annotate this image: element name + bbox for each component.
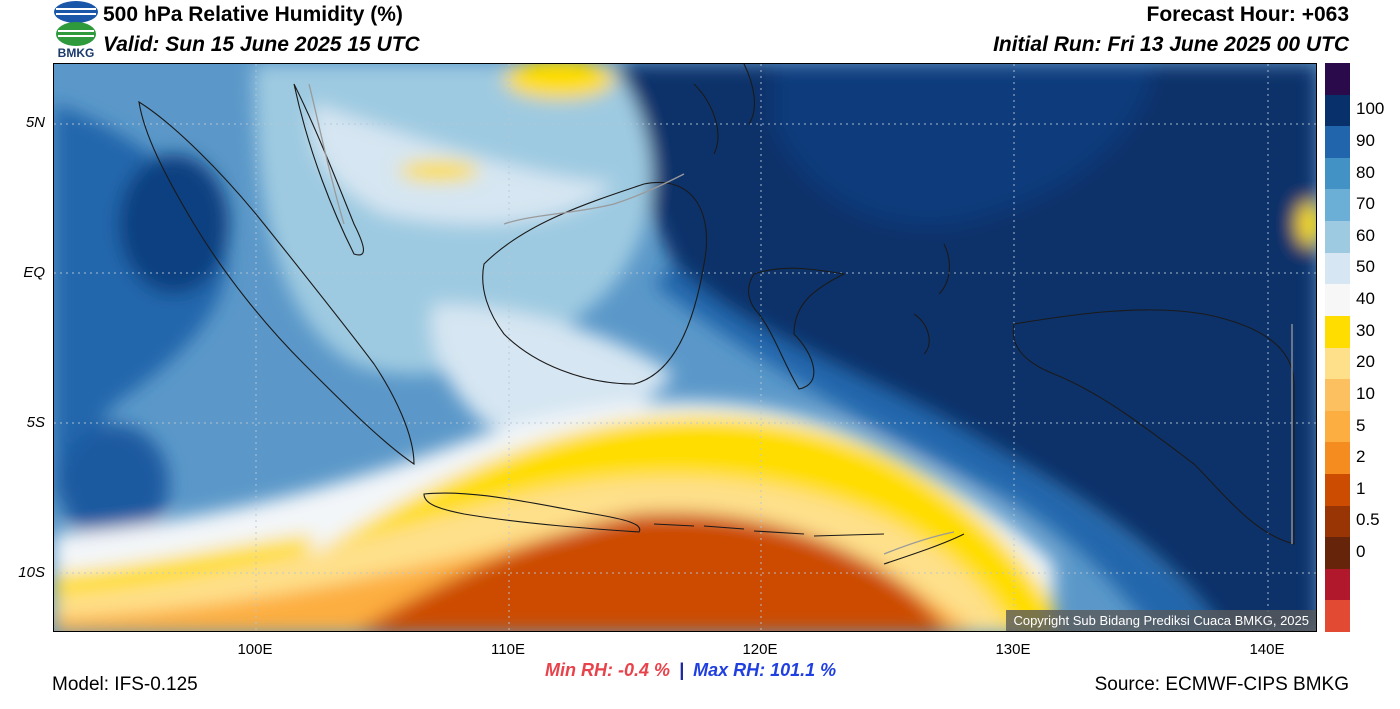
colorbar-segment [1325,505,1350,538]
colorbar-segment [1325,94,1350,127]
colorbar-segment [1325,347,1350,380]
humidity-field [54,64,1316,631]
colorbar-label: 0.5 [1356,510,1380,530]
rh-stats: Min RH: -0.4 % | Max RH: 101.1 % [545,660,836,681]
colorbar-label: 0 [1356,541,1366,561]
copyright-notice: Copyright Sub Bidang Prediksi Cuaca BMKG… [1006,610,1316,631]
bmkg-logo: BMKG [52,0,100,62]
colorbar-label: 100 [1356,99,1385,119]
colorbar-segment [1325,126,1350,159]
chart-title: 500 hPa Relative Humidity (%) [103,3,403,26]
max-rh: Max RH: 101.1 % [693,660,837,680]
lat-label-5s: 5S [26,414,45,431]
logo-text: BMKG [57,46,95,60]
lon-label-100e: 100E [237,641,273,658]
colorbar-segment [1325,379,1350,412]
stats-separator: | [679,660,685,680]
colorbar-label: 2 [1356,447,1366,467]
colorbar-label: 40 [1356,289,1375,309]
source-label: Source: ECMWF-CIPS BMKG [1094,674,1349,695]
lat-label-5n: 5N [25,114,45,131]
lon-label-130e: 130E [995,641,1031,658]
colorbar-label: 80 [1356,162,1375,182]
colorbar-label: 70 [1356,194,1375,214]
valid-time: Valid: Sun 15 June 2025 15 UTC [103,33,420,56]
colorbar-label: 10 [1356,383,1375,403]
min-rh: Min RH: -0.4 % [545,660,671,680]
colorbar-label: 1 [1356,478,1366,498]
colorbar-label: 5 [1356,415,1366,435]
colorbar-label: 50 [1356,257,1375,277]
colorbar-segment [1325,284,1350,317]
lat-label-10s: 10S [18,564,45,581]
colorbar-segment [1325,221,1350,254]
colorbar-segment [1325,442,1350,475]
colorbar-label: 90 [1356,131,1375,151]
lon-label-120e: 120E [742,641,778,658]
colorbar-segment [1325,600,1350,633]
colorbar-label: 20 [1356,352,1375,372]
colorbar-segment [1325,189,1350,222]
colorbar-segment [1325,410,1350,443]
colorbar-segment [1325,568,1350,601]
model-label: Model: IFS-0.125 [52,674,198,695]
bmkg-logo-icon [54,1,98,46]
colorbar [1325,63,1350,633]
colorbar-segment [1325,63,1350,96]
lon-label-110e: 110E [491,641,525,658]
colorbar-segment [1325,252,1350,285]
colorbar-label: 30 [1356,320,1375,340]
humidity-map: Copyright Sub Bidang Prediksi Cuaca BMKG… [53,63,1317,632]
colorbar-label: 60 [1356,225,1375,245]
colorbar-segment [1325,473,1350,507]
initial-run: Initial Run: Fri 13 June 2025 00 UTC [993,33,1349,56]
colorbar-segment [1325,537,1350,570]
coastlines [138,64,1295,565]
lat-label-eq: EQ [23,264,45,281]
lon-label-140e: 140E [1249,641,1285,658]
colorbar-segment [1325,315,1350,348]
forecast-hour: Forecast Hour: +063 [1146,3,1350,26]
colorbar-segment [1325,157,1350,190]
